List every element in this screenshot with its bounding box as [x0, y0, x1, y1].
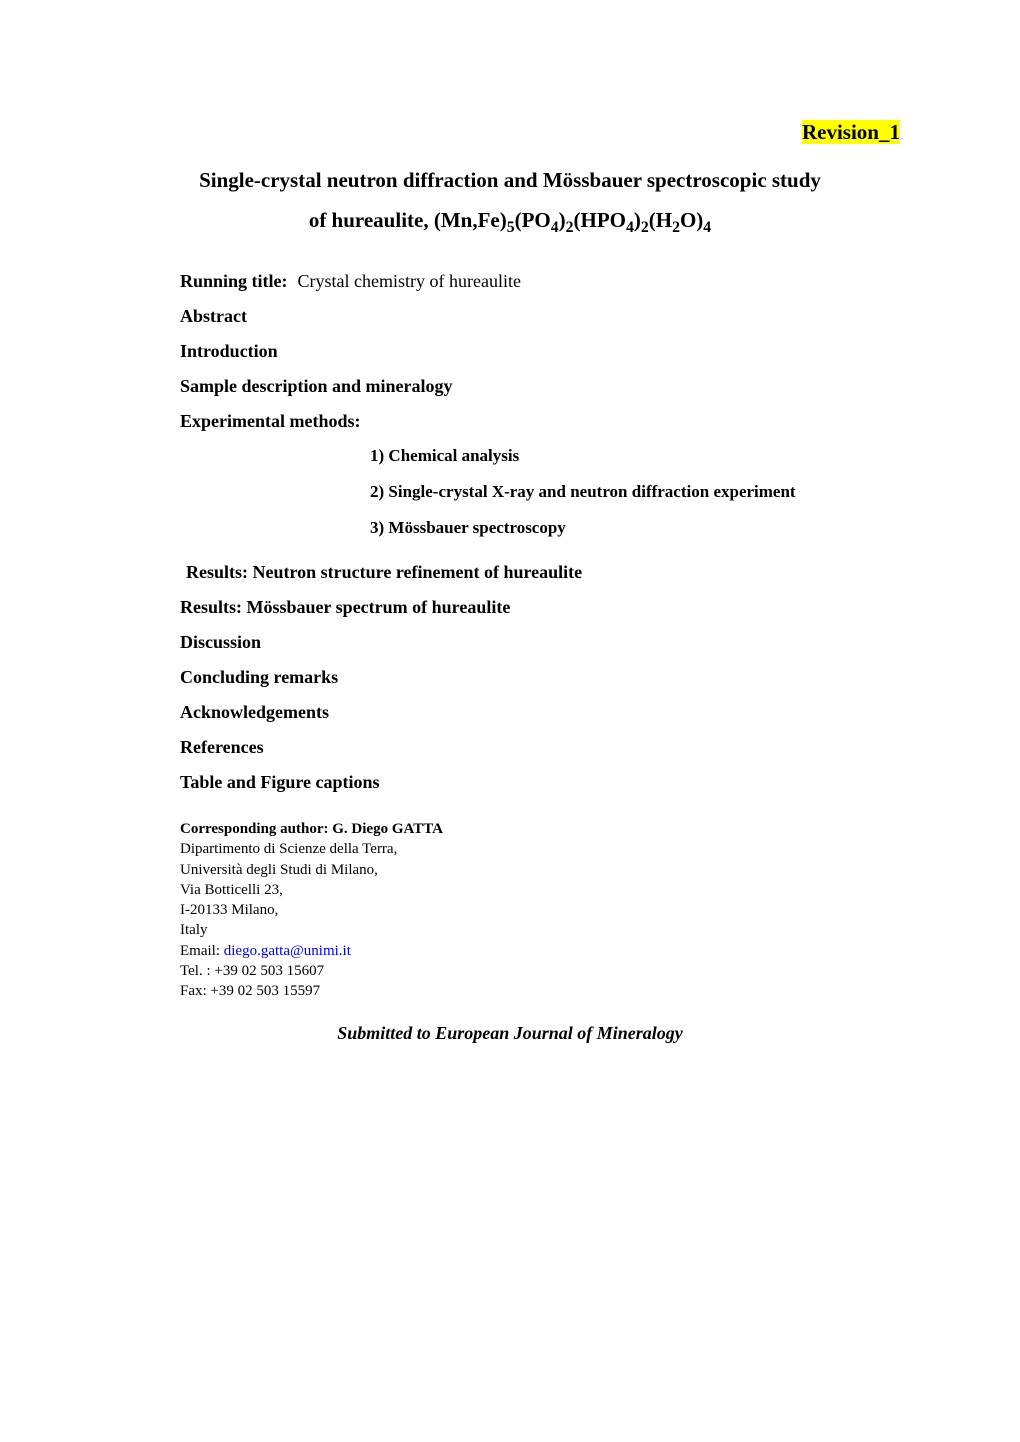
title-mid-1: (PO [515, 208, 551, 232]
running-title-label: Running title: [180, 271, 288, 291]
title-sub-4: 4 [626, 219, 634, 236]
contact-tel: Tel. : +39 02 503 15607 [180, 961, 900, 981]
methods-subitems: 1) Chemical analysis 2) Single-crystal X… [120, 446, 900, 538]
contact-email-value: diego.gatta@unimi.it [224, 943, 351, 959]
title-sub-1: 5 [507, 219, 515, 236]
contact-street: Via Botticelli 23, [180, 880, 900, 900]
submitted-note: Submitted to European Journal of Mineral… [120, 1023, 900, 1044]
title-sub-3: 2 [566, 219, 574, 236]
contact-block: Corresponding author: G. Diego GATTA Dip… [120, 819, 900, 1001]
contact-email-row: Email: diego.gatta@unimi.it [180, 941, 900, 961]
section-sample: Sample description and mineralogy [120, 376, 900, 397]
methods-heading: Experimental methods: [180, 411, 360, 431]
title-line-2-prefix: of hureaulite, (Mn,Fe) [309, 208, 507, 232]
title-sub-7: 4 [703, 219, 711, 236]
section-concluding: Concluding remarks [120, 667, 900, 688]
method-item-2: 2) Single-crystal X-ray and neutron diff… [370, 482, 900, 502]
page-container: Revision_1 Single-crystal neutron diffra… [0, 0, 1020, 1104]
method-item-1: 1) Chemical analysis [370, 446, 900, 466]
revision-highlight: Revision_1 [802, 120, 900, 144]
section-references: References [120, 737, 900, 758]
references-heading: References [180, 737, 264, 757]
captions-heading: Table and Figure captions [180, 772, 380, 792]
title-mid-6: O) [680, 208, 703, 232]
contact-postal: I-20133 Milano, [180, 900, 900, 920]
section-acknowledgements: Acknowledgements [120, 702, 900, 723]
section-abstract: Abstract [120, 306, 900, 327]
paper-title: Single-crystal neutron diffraction and M… [120, 161, 900, 243]
running-title-row: Running title: Crystal chemistry of hure… [120, 271, 900, 292]
title-sub-5: 2 [641, 219, 649, 236]
sample-heading: Sample description and mineralogy [180, 376, 453, 396]
ack-heading: Acknowledgements [180, 702, 329, 722]
introduction-heading: Introduction [180, 341, 278, 361]
abstract-heading: Abstract [180, 306, 247, 326]
method-item-3: 3) Mössbauer spectroscopy [370, 518, 900, 538]
concluding-heading: Concluding remarks [180, 667, 338, 687]
contact-country: Italy [180, 920, 900, 940]
title-mid-4: ) [634, 208, 641, 232]
contact-dept: Dipartimento di Scienze della Terra, [180, 839, 900, 859]
discussion-heading: Discussion [180, 632, 261, 652]
title-mid-5: (H [649, 208, 672, 232]
revision-label: Revision_1 [120, 120, 900, 145]
section-methods: Experimental methods: [120, 411, 900, 432]
title-mid-2: ) [559, 208, 566, 232]
results-mossbauer-heading: Results: Mössbauer spectrum of hureaulit… [180, 597, 510, 617]
section-captions: Table and Figure captions [120, 772, 900, 793]
title-line-1: Single-crystal neutron diffraction and M… [199, 168, 821, 192]
section-introduction: Introduction [120, 341, 900, 362]
section-discussion: Discussion [120, 632, 900, 653]
section-results-mossbauer: Results: Mössbauer spectrum of hureaulit… [120, 597, 900, 618]
title-sub-2: 4 [551, 219, 559, 236]
results-neutron-heading: Results: Neutron structure refinement of… [186, 562, 582, 582]
title-mid-3: (HPO [574, 208, 627, 232]
contact-univ: Università degli Studi di Milano, [180, 860, 900, 880]
running-title-value: Crystal chemistry of hureaulite [298, 271, 521, 291]
contact-fax: Fax: +39 02 503 15597 [180, 981, 900, 1001]
title-sub-6: 2 [672, 219, 680, 236]
section-results-neutron: Results: Neutron structure refinement of… [120, 562, 900, 583]
contact-email-label: Email: [180, 943, 224, 959]
contact-heading: Corresponding author: G. Diego GATTA [180, 819, 900, 839]
